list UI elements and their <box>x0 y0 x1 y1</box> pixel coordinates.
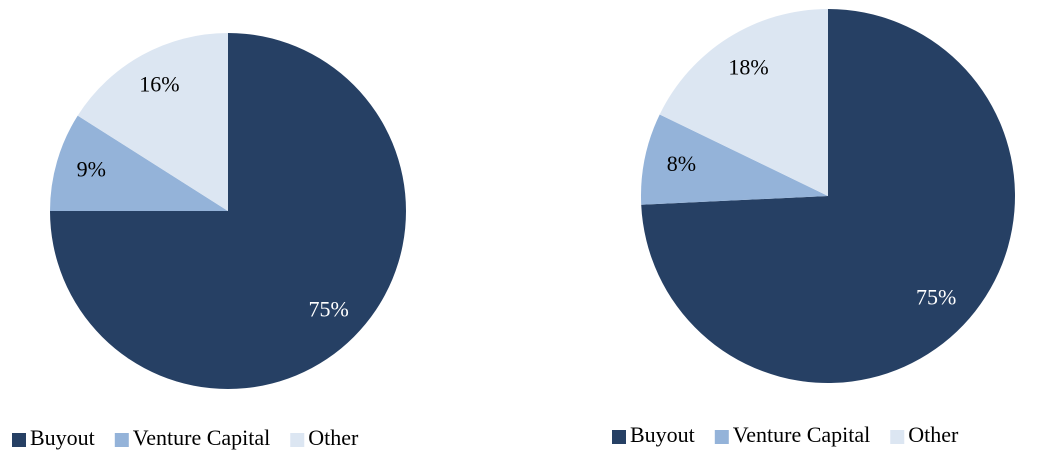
legend-swatch <box>12 433 26 447</box>
legend-label: Buyout <box>30 425 95 450</box>
pie-slice <box>641 9 1016 383</box>
legend-swatch <box>612 430 626 444</box>
pie-slice <box>659 9 828 196</box>
legend-label: Venture Capital <box>133 425 270 450</box>
data-label: 8% <box>667 151 696 176</box>
data-label: 75% <box>309 297 349 322</box>
legend-swatch <box>114 433 129 447</box>
pie-slice <box>641 114 828 205</box>
data-label: 9% <box>77 156 106 181</box>
data-label: 16% <box>139 71 179 96</box>
legend-label: Venture Capital <box>733 422 870 447</box>
legend-swatch <box>290 433 305 447</box>
pie-slice <box>77 33 229 211</box>
data-label: 75% <box>916 284 956 309</box>
legend-label: Other <box>908 422 959 447</box>
legend-swatch <box>714 430 729 444</box>
legend-swatch <box>890 430 905 444</box>
legend-label: Buyout <box>630 422 695 447</box>
legend-label: Other <box>308 425 359 450</box>
pie-slice <box>50 115 228 211</box>
data-label: 18% <box>728 54 768 79</box>
